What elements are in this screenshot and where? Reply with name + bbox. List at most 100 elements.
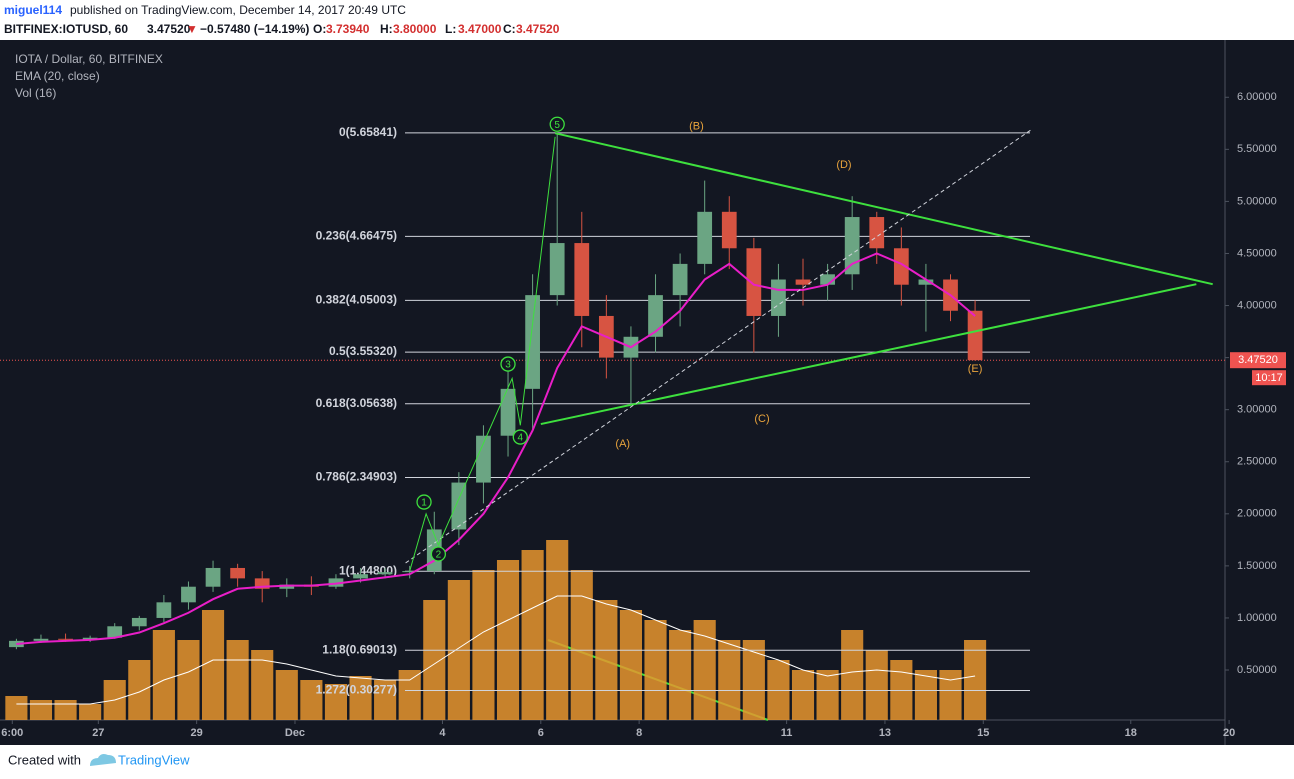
- volume-bar: [619, 610, 642, 720]
- candle-body: [33, 638, 49, 641]
- fib-label: 0.5(3.55320): [329, 344, 397, 358]
- volume-bar: [718, 640, 741, 720]
- volume-bar: [5, 696, 28, 720]
- candle-body: [353, 574, 368, 579]
- y-tick-label: 1.50000: [1237, 560, 1277, 572]
- corrective-label: (D): [836, 159, 851, 171]
- last-price-label: 3.47520: [1238, 354, 1278, 366]
- arrow: ▼: [186, 22, 198, 36]
- author[interactable]: miguel114: [4, 3, 62, 17]
- y-tick-label: 5.50000: [1237, 143, 1277, 155]
- candle-body: [254, 578, 270, 589]
- change: −0.57480 (−14.19%): [200, 22, 309, 36]
- candle-body: [156, 602, 172, 618]
- candle-body: [230, 567, 245, 579]
- candle-body: [771, 279, 786, 316]
- countdown-tag: [1252, 370, 1286, 386]
- y-tick-label: 2.00000: [1237, 508, 1277, 520]
- candle-body: [131, 617, 147, 627]
- ohlc-key: H:: [380, 22, 393, 36]
- volume-bar: [201, 610, 225, 720]
- ohlc-value: 3.80000: [393, 22, 437, 36]
- fib-label: 0.786(2.34903): [316, 470, 397, 484]
- ohlc-key: C:: [503, 22, 516, 36]
- volume-bar: [693, 620, 716, 720]
- wave-circle: [512, 429, 528, 445]
- candle-body: [107, 626, 123, 638]
- volume-bar: [472, 570, 495, 720]
- candle-body: [525, 295, 540, 389]
- candle-body: [844, 217, 860, 275]
- candle-body: [795, 279, 811, 285]
- x-tick-label: 27: [92, 727, 104, 739]
- logo: [90, 754, 116, 766]
- candle-body: [697, 211, 713, 264]
- y-tick-label: 2.50000: [1237, 456, 1277, 468]
- fib-label: 0.236(4.66475): [316, 228, 397, 242]
- volume-bar: [521, 550, 544, 720]
- footer-brand[interactable]: TradingView: [118, 752, 190, 767]
- candle-body: [967, 310, 983, 361]
- volume-bar: [349, 676, 372, 720]
- volume-bar: [939, 670, 962, 720]
- corrective-label: (C): [754, 413, 769, 425]
- volume-bar: [29, 700, 53, 720]
- y-tick-label: 0.50000: [1237, 664, 1277, 676]
- wave-label: 4: [518, 433, 524, 444]
- y-tick-label: 4.00000: [1237, 299, 1277, 311]
- wave-circle: [416, 494, 432, 510]
- volume-bar: [595, 600, 618, 720]
- candle-body: [648, 295, 663, 337]
- volume-bar: [423, 600, 446, 720]
- candle-body: [377, 572, 393, 575]
- ohlc-value: 3.47000: [458, 22, 502, 36]
- volume-bar: [865, 650, 888, 720]
- fib-label: 1(1.44800): [339, 563, 397, 577]
- volume-bar: [177, 640, 200, 720]
- volume-bar: [791, 670, 815, 720]
- volume-bar: [841, 630, 864, 720]
- wave-label: 3: [505, 360, 511, 371]
- legend-title: IOTA / Dollar, 60, BITFINEX: [15, 52, 163, 66]
- wave-circle: [549, 116, 565, 132]
- volume-bar: [644, 620, 667, 720]
- trendline: [554, 132, 1213, 286]
- symbol: BITFINEX:IOTUSD, 60: [4, 22, 128, 36]
- volume-bar: [742, 640, 765, 720]
- volume-bar: [54, 700, 77, 720]
- candle-body: [918, 279, 934, 285]
- x-tick-label: 8: [636, 727, 642, 739]
- corrective-label: (A): [615, 438, 630, 450]
- wave-line: [409, 136, 556, 572]
- candle-body: [746, 248, 762, 316]
- wave-label: 5: [554, 120, 560, 131]
- volume-bar: [398, 670, 421, 720]
- wave-label: 1: [421, 498, 427, 509]
- volume-bar: [914, 670, 937, 720]
- candle-body: [82, 637, 98, 640]
- fib-label: 0(5.65841): [339, 125, 397, 139]
- published: published on TradingView.com, December 1…: [70, 3, 406, 17]
- ohlc-value: 3.73940: [326, 22, 370, 36]
- candle-body: [893, 248, 909, 285]
- volume-bar: [964, 640, 987, 720]
- volume-bar: [300, 680, 323, 720]
- corrective-label: (E): [968, 363, 983, 375]
- x-tick-label: 11: [781, 727, 793, 739]
- candle-body: [500, 388, 516, 436]
- x-tick-label: 20: [1223, 727, 1235, 739]
- corrective-label: (B): [689, 120, 704, 132]
- trendline: [405, 129, 1031, 564]
- legend-volume: Vol (16): [15, 86, 56, 100]
- volume-bar: [570, 570, 593, 720]
- ema-line: [16, 252, 976, 645]
- x-tick-label: 6: [538, 727, 544, 739]
- candle-body: [9, 640, 24, 648]
- candle-body: [574, 243, 590, 316]
- volume-bar: [128, 660, 151, 720]
- x-tick-label: 18: [1125, 727, 1137, 739]
- y-tick-label: 4.50000: [1237, 247, 1277, 259]
- last-price-tag: [1230, 352, 1286, 369]
- candle-body: [549, 243, 565, 296]
- wave-label: 2: [436, 550, 442, 561]
